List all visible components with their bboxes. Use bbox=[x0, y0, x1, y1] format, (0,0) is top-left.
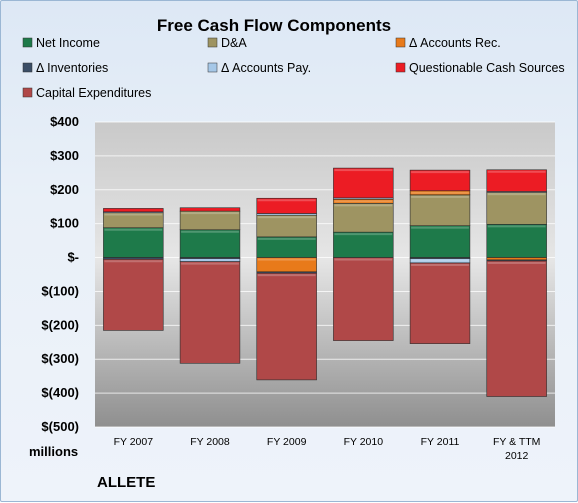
bar-bevel bbox=[181, 230, 239, 233]
x-tick-label: FY 2009 bbox=[267, 436, 307, 448]
legend-item: D&A bbox=[207, 36, 247, 50]
legend-item: Net Income bbox=[22, 36, 100, 50]
legend-label: D&A bbox=[221, 36, 247, 50]
bar-segment bbox=[486, 169, 547, 192]
bar-bevel bbox=[487, 170, 546, 173]
legend-swatch bbox=[207, 62, 218, 73]
legend-label: Δ Inventories bbox=[36, 61, 108, 75]
bar-bevel bbox=[334, 200, 393, 203]
y-tick-label: $200 bbox=[50, 182, 79, 197]
bar-segment bbox=[409, 225, 471, 258]
legend-label: Δ Accounts Pay. bbox=[221, 61, 311, 75]
legend-label: Questionable Cash Sources bbox=[409, 61, 565, 75]
bar-bevel bbox=[411, 195, 469, 198]
bar-segment bbox=[256, 214, 317, 238]
bar-segment bbox=[486, 260, 547, 397]
bar-segment bbox=[256, 272, 317, 381]
bar-bevel bbox=[257, 274, 316, 277]
bar-bevel bbox=[334, 169, 393, 172]
units-label: millions bbox=[29, 444, 78, 459]
y-tick-label: $- bbox=[67, 250, 79, 265]
bar-segment bbox=[486, 257, 547, 261]
y-tick-label: $100 bbox=[50, 216, 79, 231]
x-tick-label: FY & TTM 2012 bbox=[493, 436, 540, 462]
bar-bevel bbox=[257, 216, 316, 219]
bar-bevel bbox=[257, 199, 316, 202]
legend-swatch bbox=[395, 37, 406, 48]
bar-bevel bbox=[487, 261, 546, 264]
bar-segment bbox=[333, 257, 394, 341]
y-tick-label: $(500) bbox=[41, 419, 79, 434]
bar-bevel bbox=[104, 213, 163, 216]
y-tick-label: $(400) bbox=[41, 385, 79, 400]
bar-segment bbox=[103, 227, 164, 258]
y-tick-label: $300 bbox=[50, 148, 79, 163]
legend-item: Capital Expenditures bbox=[22, 86, 151, 100]
bar-segment bbox=[179, 258, 241, 262]
bar-segment bbox=[256, 236, 317, 258]
bar-bevel bbox=[487, 193, 546, 196]
bar-bevel bbox=[181, 212, 239, 215]
bar-bevel bbox=[257, 237, 316, 240]
chart-title: Free Cash Flow Components bbox=[157, 16, 391, 35]
bar-segment bbox=[333, 203, 394, 233]
x-tick-label: FY 2010 bbox=[344, 436, 384, 448]
bar-segment bbox=[486, 191, 547, 225]
company-name: ALLETE bbox=[97, 474, 155, 491]
bar-bevel bbox=[411, 226, 469, 229]
bar-bevel bbox=[104, 260, 163, 263]
bar-segment bbox=[103, 258, 164, 331]
y-tick-label: $(300) bbox=[41, 351, 79, 366]
legend-label: Net Income bbox=[36, 36, 100, 50]
legend-swatch bbox=[22, 87, 33, 98]
bar-segment bbox=[179, 261, 241, 364]
bar-bevel bbox=[334, 204, 393, 207]
x-axis-ticks: FY 2007 FY 2008 FY 2009 FY 2010 FY 2011 FY & … bbox=[114, 436, 541, 462]
bar-bevel bbox=[104, 228, 163, 231]
bar-segment bbox=[409, 169, 471, 192]
gridlines bbox=[95, 121, 555, 428]
bar-bevel bbox=[334, 258, 393, 261]
bar-bevel bbox=[411, 191, 469, 194]
bar-bevel bbox=[487, 225, 546, 228]
bar-segment bbox=[179, 207, 241, 212]
legend-label: Capital Expenditures bbox=[36, 86, 151, 100]
legend-swatch bbox=[22, 37, 33, 48]
legend-label: Δ Accounts Rec. bbox=[409, 36, 501, 50]
y-axis-ticks: $400 $300 $200 $100 $- $(100) $(200) $(300) $(40… bbox=[41, 114, 79, 434]
y-tick-label: $(100) bbox=[41, 283, 79, 298]
y-tick-label: $(200) bbox=[41, 317, 79, 332]
bars bbox=[103, 167, 547, 397]
legend: Net Income D&A Δ Accounts Rec. Δ Inventorie… bbox=[22, 36, 565, 100]
legend-item: Δ Accounts Rec. bbox=[395, 36, 501, 50]
x-tick-label: FY 2007 bbox=[114, 436, 154, 448]
bar-segment bbox=[256, 197, 317, 214]
bar-bevel bbox=[181, 262, 239, 265]
plot-area bbox=[95, 122, 555, 427]
bar-segment bbox=[103, 208, 164, 213]
legend-swatch bbox=[207, 37, 218, 48]
legend-swatch bbox=[395, 62, 406, 73]
bar-bevel bbox=[411, 263, 469, 266]
legend-swatch bbox=[22, 62, 33, 73]
bar-segment bbox=[409, 262, 471, 344]
bar-bevel bbox=[257, 258, 316, 261]
bar-bevel bbox=[411, 259, 469, 262]
x-tick-label: FY 2011 bbox=[421, 436, 460, 448]
legend-item: Δ Inventories bbox=[22, 61, 108, 75]
legend-item: Δ Accounts Pay. bbox=[207, 61, 311, 75]
x-tick-label: FY 2008 bbox=[190, 436, 230, 448]
bar-segment bbox=[333, 167, 394, 199]
bar-segment bbox=[179, 229, 241, 258]
bar-bevel bbox=[411, 171, 469, 174]
bar-bevel bbox=[334, 233, 393, 236]
bar-segment bbox=[486, 224, 547, 258]
legend-item: Questionable Cash Sources bbox=[395, 61, 565, 75]
y-tick-label: $400 bbox=[50, 114, 79, 129]
bar-segment bbox=[409, 194, 471, 227]
bar-segment bbox=[333, 231, 394, 258]
